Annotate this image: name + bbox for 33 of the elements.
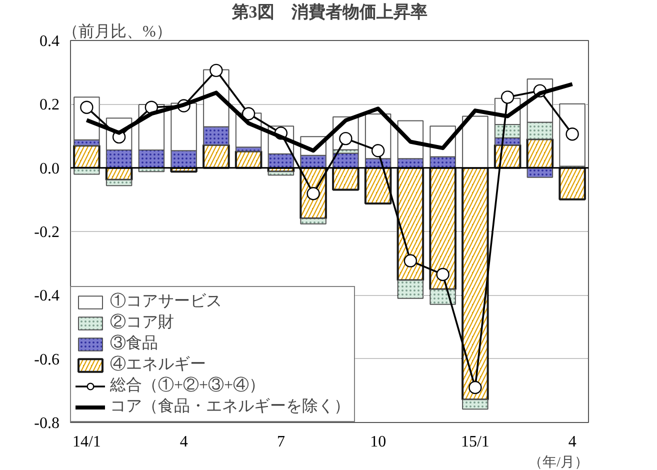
y-tick-label: -0.2 — [34, 224, 60, 241]
chart-title: 第3図 消費者物価上昇率 — [230, 2, 428, 22]
y-tick-label: 0.2 — [40, 96, 60, 114]
x-tick-label: 7 — [276, 434, 285, 450]
x-axis-title: （年/月） — [528, 454, 588, 470]
point — [404, 254, 418, 268]
x-tick-label: 4 — [568, 434, 576, 450]
point — [210, 64, 223, 78]
point — [468, 380, 482, 394]
legend-label: ②コア財 — [110, 313, 174, 333]
point — [242, 107, 256, 120]
bar — [559, 103, 586, 167]
y-tick-label: -0.6 — [34, 351, 60, 368]
x-tick-label: 15/1 — [460, 434, 490, 450]
y-tick-label: 0.4 — [40, 33, 60, 50]
legend-label: ①コアサービス — [110, 292, 222, 312]
point — [371, 144, 385, 158]
x-tick-label: 14/1 — [72, 434, 101, 450]
legend-label: コア（食品・エネルギーを除く） — [110, 397, 350, 417]
point — [436, 268, 450, 282]
y-tick-label: -0.4 — [34, 288, 60, 305]
x-tick-label: 4 — [180, 434, 188, 450]
y-tick-label: -0.8 — [34, 415, 60, 432]
point — [80, 100, 94, 114]
legend-label: 総合（①+②+③+④） — [110, 376, 266, 396]
y-axis-title: （前月比、%） — [62, 22, 172, 40]
legend-label: ③食品 — [110, 334, 158, 354]
y-tick-label: 0.0 — [40, 160, 60, 178]
x-tick-label: 10 — [370, 434, 386, 450]
bar — [462, 116, 488, 168]
legend-label: ④エネルギー — [110, 355, 206, 375]
point — [566, 128, 579, 141]
point — [500, 90, 514, 104]
